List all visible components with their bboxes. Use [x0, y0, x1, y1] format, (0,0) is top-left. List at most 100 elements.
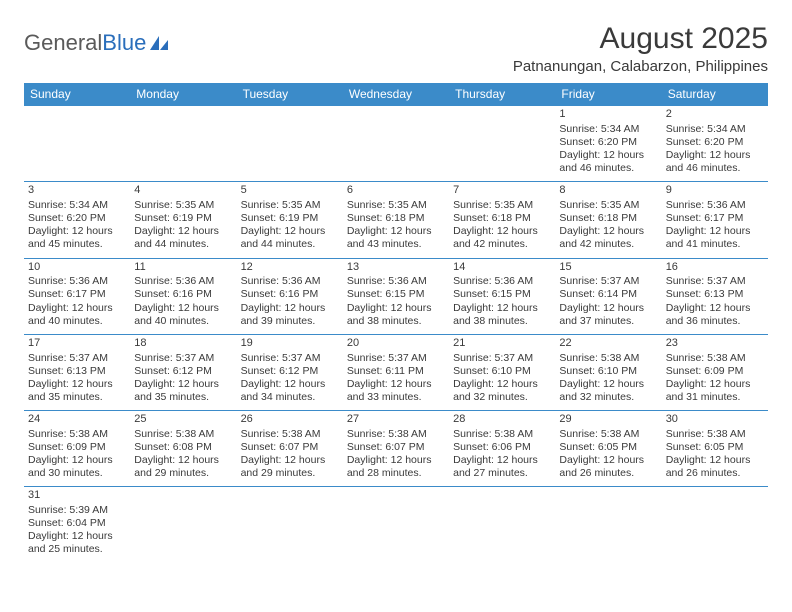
daylight-text: and 46 minutes. [666, 162, 764, 175]
brand-logo: GeneralBlue [24, 30, 170, 56]
calendar-cell: 19Sunrise: 5:37 AMSunset: 6:12 PMDayligh… [237, 334, 343, 410]
sunrise-text: Sunrise: 5:34 AM [559, 123, 657, 136]
sunrise-text: Sunrise: 5:38 AM [347, 428, 445, 441]
day-number: 29 [559, 413, 657, 427]
daylight-text: Daylight: 12 hours [666, 454, 764, 467]
day-number: 17 [28, 337, 126, 351]
calendar-cell-empty [24, 106, 130, 182]
daylight-text: Daylight: 12 hours [241, 454, 339, 467]
sunrise-text: Sunrise: 5:36 AM [347, 275, 445, 288]
daylight-text: Daylight: 12 hours [559, 378, 657, 391]
day-number: 24 [28, 413, 126, 427]
calendar-cell: 30Sunrise: 5:38 AMSunset: 6:05 PMDayligh… [662, 411, 768, 487]
sail-icon [148, 34, 170, 52]
calendar-cell: 7Sunrise: 5:35 AMSunset: 6:18 PMDaylight… [449, 182, 555, 258]
sunrise-text: Sunrise: 5:35 AM [559, 199, 657, 212]
calendar-cell: 29Sunrise: 5:38 AMSunset: 6:05 PMDayligh… [555, 411, 661, 487]
daylight-text: Daylight: 12 hours [453, 378, 551, 391]
calendar-cell: 24Sunrise: 5:38 AMSunset: 6:09 PMDayligh… [24, 411, 130, 487]
day-number: 19 [241, 337, 339, 351]
calendar-row: 31Sunrise: 5:39 AMSunset: 6:04 PMDayligh… [24, 487, 768, 563]
calendar-row: 1Sunrise: 5:34 AMSunset: 6:20 PMDaylight… [24, 106, 768, 182]
sunset-text: Sunset: 6:18 PM [347, 212, 445, 225]
day-number: 23 [666, 337, 764, 351]
daylight-text: and 46 minutes. [559, 162, 657, 175]
daylight-text: and 31 minutes. [666, 391, 764, 404]
sunset-text: Sunset: 6:20 PM [666, 136, 764, 149]
day-number: 15 [559, 261, 657, 275]
brand-blue: Blue [102, 30, 146, 56]
sunrise-text: Sunrise: 5:34 AM [666, 123, 764, 136]
calendar-cell: 10Sunrise: 5:36 AMSunset: 6:17 PMDayligh… [24, 258, 130, 334]
day-number: 9 [666, 184, 764, 198]
day-number: 5 [241, 184, 339, 198]
daylight-text: Daylight: 12 hours [28, 302, 126, 315]
daylight-text: Daylight: 12 hours [134, 454, 232, 467]
calendar-cell: 14Sunrise: 5:36 AMSunset: 6:15 PMDayligh… [449, 258, 555, 334]
sunrise-text: Sunrise: 5:36 AM [134, 275, 232, 288]
weekday-header: Wednesday [343, 83, 449, 106]
day-number: 14 [453, 261, 551, 275]
daylight-text: Daylight: 12 hours [347, 454, 445, 467]
title-block: August 2025 Patnanungan, Calabarzon, Phi… [513, 22, 768, 75]
daylight-text: and 33 minutes. [347, 391, 445, 404]
sunset-text: Sunset: 6:16 PM [134, 288, 232, 301]
daylight-text: and 42 minutes. [559, 238, 657, 251]
daylight-text: Daylight: 12 hours [28, 530, 126, 543]
daylight-text: and 40 minutes. [134, 315, 232, 328]
weekday-header: Thursday [449, 83, 555, 106]
daylight-text: Daylight: 12 hours [666, 149, 764, 162]
calendar-cell-empty [343, 106, 449, 182]
daylight-text: Daylight: 12 hours [241, 225, 339, 238]
daylight-text: and 30 minutes. [28, 467, 126, 480]
weekday-header: Friday [555, 83, 661, 106]
day-number: 26 [241, 413, 339, 427]
daylight-text: and 44 minutes. [134, 238, 232, 251]
daylight-text: and 44 minutes. [241, 238, 339, 251]
weekday-header: Monday [130, 83, 236, 106]
day-number: 12 [241, 261, 339, 275]
calendar-cell-empty [130, 487, 236, 563]
weekday-header: Sunday [24, 83, 130, 106]
daylight-text: Daylight: 12 hours [666, 378, 764, 391]
day-number: 28 [453, 413, 551, 427]
day-number: 13 [347, 261, 445, 275]
calendar-cell-empty [662, 487, 768, 563]
daylight-text: and 38 minutes. [453, 315, 551, 328]
sunset-text: Sunset: 6:13 PM [666, 288, 764, 301]
daylight-text: Daylight: 12 hours [453, 454, 551, 467]
daylight-text: Daylight: 12 hours [241, 302, 339, 315]
calendar-cell: 12Sunrise: 5:36 AMSunset: 6:16 PMDayligh… [237, 258, 343, 334]
sunrise-text: Sunrise: 5:38 AM [28, 428, 126, 441]
daylight-text: Daylight: 12 hours [453, 302, 551, 315]
calendar-cell-empty [343, 487, 449, 563]
daylight-text: Daylight: 12 hours [559, 225, 657, 238]
calendar-cell: 23Sunrise: 5:38 AMSunset: 6:09 PMDayligh… [662, 334, 768, 410]
day-number: 10 [28, 261, 126, 275]
calendar-cell: 13Sunrise: 5:36 AMSunset: 6:15 PMDayligh… [343, 258, 449, 334]
sunrise-text: Sunrise: 5:35 AM [347, 199, 445, 212]
calendar-cell: 6Sunrise: 5:35 AMSunset: 6:18 PMDaylight… [343, 182, 449, 258]
brand-general: General [24, 30, 102, 56]
sunset-text: Sunset: 6:20 PM [559, 136, 657, 149]
daylight-text: and 39 minutes. [241, 315, 339, 328]
daylight-text: Daylight: 12 hours [347, 302, 445, 315]
calendar-cell: 26Sunrise: 5:38 AMSunset: 6:07 PMDayligh… [237, 411, 343, 487]
sunset-text: Sunset: 6:17 PM [28, 288, 126, 301]
calendar-cell: 31Sunrise: 5:39 AMSunset: 6:04 PMDayligh… [24, 487, 130, 563]
sunrise-text: Sunrise: 5:36 AM [28, 275, 126, 288]
sunrise-text: Sunrise: 5:37 AM [666, 275, 764, 288]
daylight-text: and 29 minutes. [241, 467, 339, 480]
day-number: 21 [453, 337, 551, 351]
sunrise-text: Sunrise: 5:35 AM [453, 199, 551, 212]
sunrise-text: Sunrise: 5:37 AM [134, 352, 232, 365]
calendar-table: SundayMondayTuesdayWednesdayThursdayFrid… [24, 83, 768, 563]
calendar-cell: 15Sunrise: 5:37 AMSunset: 6:14 PMDayligh… [555, 258, 661, 334]
calendar-row: 3Sunrise: 5:34 AMSunset: 6:20 PMDaylight… [24, 182, 768, 258]
sunset-text: Sunset: 6:14 PM [559, 288, 657, 301]
calendar-cell: 3Sunrise: 5:34 AMSunset: 6:20 PMDaylight… [24, 182, 130, 258]
calendar-cell: 16Sunrise: 5:37 AMSunset: 6:13 PMDayligh… [662, 258, 768, 334]
sunset-text: Sunset: 6:08 PM [134, 441, 232, 454]
calendar-cell-empty [237, 106, 343, 182]
day-number: 11 [134, 261, 232, 275]
